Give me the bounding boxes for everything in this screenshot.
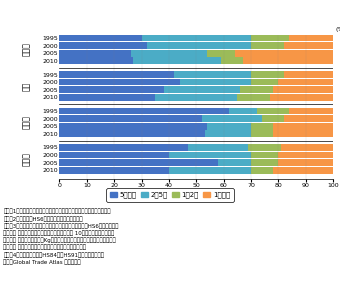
Bar [273,167,333,174]
Bar [59,58,133,64]
Bar [218,159,251,166]
Bar [147,42,251,49]
Bar [59,152,169,158]
Bar [169,167,251,174]
Bar [248,144,281,151]
Bar [164,86,240,93]
Legend: 5倍以上, 2～5倍, 1～2倍, 1倍未満: 5倍以上, 2～5倍, 1～2倍, 1倍未満 [106,188,234,202]
Bar [284,71,333,78]
Bar [251,123,273,129]
Bar [188,144,248,151]
Bar [174,71,251,78]
Bar [289,108,333,114]
Bar [205,130,251,137]
Bar [59,71,174,78]
Bar [262,115,284,122]
Text: 備考：1．単価の倍率＝日本の対中輸出の単価／中国の対日輸出の単価。
　　　2．シェアはHS6桁コードの品目数で算出。
　　　3．日本の輸出統計及び中国の輸出統計: 備考：1．単価の倍率＝日本の対中輸出の単価／中国の対日輸出の単価。 2．シェアは… [3,209,119,265]
Bar [180,79,251,86]
Bar [59,115,202,122]
Bar [251,79,278,86]
Bar [133,58,221,64]
Bar [270,94,333,101]
Bar [59,108,229,114]
Bar [169,152,251,158]
Bar [59,35,141,41]
Text: 資本財: 資本財 [22,115,31,129]
Bar [59,144,188,151]
Bar [273,123,333,129]
Bar [278,79,333,86]
Bar [59,159,218,166]
Bar [59,130,205,137]
Bar [202,115,262,122]
Bar [278,159,333,166]
Bar [59,79,180,86]
Bar [240,86,273,93]
Bar [284,42,333,49]
Text: 消費財: 消費財 [22,152,31,166]
Bar [251,42,284,49]
Bar [59,50,131,57]
Bar [131,50,207,57]
Bar [59,123,207,129]
Bar [155,94,237,101]
Bar [251,152,278,158]
Bar [273,86,333,93]
Bar [235,50,333,57]
Bar [207,123,251,129]
Bar [257,108,289,114]
Bar [278,152,333,158]
Text: 加工品: 加工品 [22,42,31,56]
Bar [229,108,257,114]
Bar [221,58,243,64]
Bar [284,115,333,122]
Bar [289,35,333,41]
Bar [251,167,273,174]
Bar [237,94,270,101]
Bar [207,50,235,57]
Bar [273,130,333,137]
Text: 部品: 部品 [22,81,31,90]
Bar [251,35,289,41]
Bar [59,42,147,49]
Bar [59,167,169,174]
Bar [141,35,251,41]
Text: (%): (%) [336,27,340,32]
Bar [243,58,333,64]
Bar [59,86,164,93]
Bar [251,71,284,78]
Bar [281,144,333,151]
Bar [59,94,155,101]
Bar [251,130,273,137]
Bar [251,159,278,166]
